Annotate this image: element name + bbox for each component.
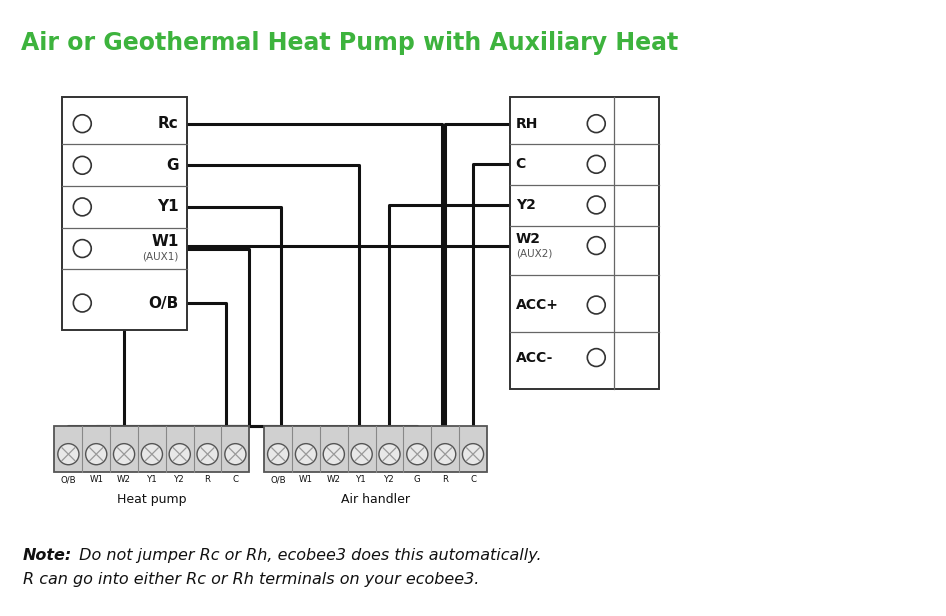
Text: Heat pump: Heat pump: [117, 493, 186, 506]
Circle shape: [74, 156, 91, 174]
Text: W1: W1: [151, 234, 179, 249]
Text: Note:: Note:: [23, 548, 72, 563]
Text: G: G: [414, 476, 421, 484]
Circle shape: [74, 240, 91, 257]
Circle shape: [587, 349, 605, 367]
Circle shape: [74, 198, 91, 216]
Text: Rc: Rc: [158, 116, 179, 131]
Text: R can go into either Rc or Rh terminals on your ecobee3.: R can go into either Rc or Rh terminals …: [23, 572, 479, 586]
Text: Y1: Y1: [147, 476, 157, 484]
Text: W2: W2: [326, 476, 341, 484]
Text: C: C: [516, 157, 526, 171]
Circle shape: [379, 444, 400, 464]
Circle shape: [587, 115, 605, 132]
Circle shape: [141, 444, 163, 464]
Text: O/B: O/B: [61, 476, 77, 484]
Circle shape: [324, 444, 344, 464]
Text: R: R: [442, 476, 448, 484]
Text: Air or Geothermal Heat Pump with Auxiliary Heat: Air or Geothermal Heat Pump with Auxilia…: [21, 31, 678, 55]
Circle shape: [74, 294, 91, 312]
Circle shape: [197, 444, 219, 464]
Text: Y1: Y1: [357, 476, 367, 484]
Text: G: G: [166, 158, 179, 173]
Circle shape: [351, 444, 372, 464]
Circle shape: [114, 444, 134, 464]
Circle shape: [587, 196, 605, 214]
Circle shape: [587, 296, 605, 314]
Circle shape: [407, 444, 428, 464]
Circle shape: [295, 444, 317, 464]
Circle shape: [225, 444, 246, 464]
Text: Do not jumper Rc or Rh, ecobee3 does this automatically.: Do not jumper Rc or Rh, ecobee3 does thi…: [75, 548, 542, 563]
Text: ACC+: ACC+: [516, 298, 559, 312]
Text: W1: W1: [299, 476, 313, 484]
Bar: [55, 426, 250, 440]
Text: C: C: [233, 476, 238, 484]
Text: Y1: Y1: [157, 200, 179, 214]
Text: Y2: Y2: [174, 476, 185, 484]
Text: O/B: O/B: [149, 296, 179, 310]
Circle shape: [86, 444, 107, 464]
Circle shape: [268, 444, 289, 464]
Text: (AUX1): (AUX1): [142, 251, 179, 261]
Text: R: R: [204, 476, 211, 484]
Circle shape: [434, 444, 456, 464]
Circle shape: [58, 444, 79, 464]
Circle shape: [587, 237, 605, 254]
Circle shape: [74, 115, 91, 132]
Circle shape: [169, 444, 190, 464]
Bar: [510, 97, 659, 389]
Circle shape: [587, 155, 605, 173]
Text: Y2: Y2: [384, 476, 394, 484]
Bar: [55, 426, 250, 471]
Text: (AUX2): (AUX2): [516, 248, 552, 259]
Text: ACC-: ACC-: [516, 351, 553, 365]
Bar: [264, 426, 487, 440]
Text: O/B: O/B: [271, 476, 286, 484]
Text: W1: W1: [89, 476, 103, 484]
Text: Y2: Y2: [516, 198, 535, 212]
Bar: [62, 97, 186, 330]
Bar: [264, 426, 487, 471]
Text: RH: RH: [516, 116, 538, 131]
Text: C: C: [470, 476, 476, 484]
Text: W2: W2: [516, 232, 541, 246]
Circle shape: [463, 444, 483, 464]
Text: Air handler: Air handler: [342, 493, 410, 506]
Text: W2: W2: [117, 476, 131, 484]
